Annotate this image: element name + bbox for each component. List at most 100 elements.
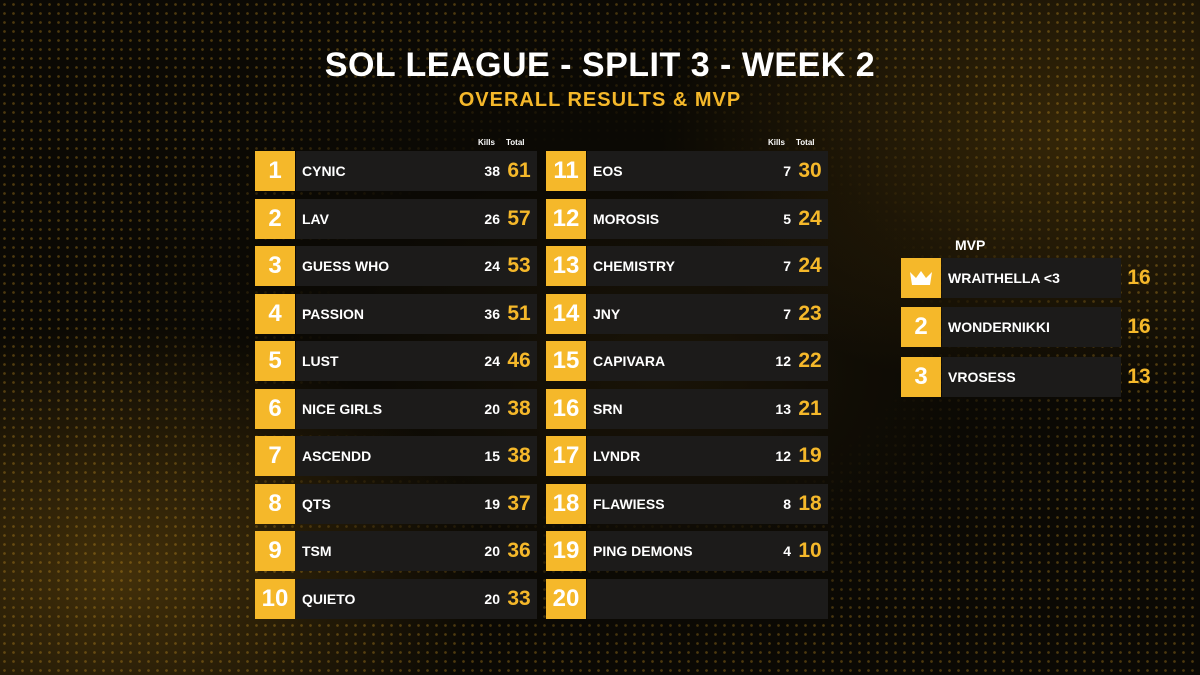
team-kills: 20 — [484, 590, 500, 607]
team-name: ASCENDD — [302, 448, 372, 464]
mvp-row: 2 WONDERNIKKI 16 — [901, 307, 1151, 347]
row-bar: GUESS WHO 24 53 — [296, 246, 537, 286]
team-name: PASSION — [302, 305, 364, 322]
team-name: EOS — [593, 163, 623, 179]
standings-row: 14 JNY 7 23 — [546, 293, 828, 334]
standings-row: 17 LVNDR 12 19 — [546, 436, 828, 476]
rank-badge: 3 — [255, 246, 295, 286]
team-kills: 26 — [484, 210, 500, 227]
row-bar: PASSION 36 51 — [296, 293, 537, 334]
total-header-left: Total — [506, 138, 525, 147]
team-total: 38 — [507, 444, 531, 467]
mvp-bar: WONDERNIKKI 16 — [942, 307, 1151, 347]
mvp-player-name: WRAITHELLA <3 — [948, 270, 1060, 286]
team-total: 24 — [798, 254, 822, 277]
row-bar — [587, 578, 828, 619]
standings-row: 12 MOROSIS 5 24 — [546, 198, 828, 239]
row-bar: CAPIVARA 12 22 — [587, 341, 828, 381]
mvp-rank: 3 — [901, 357, 941, 397]
team-kills: 4 — [783, 543, 791, 559]
standings-row: 20 — [546, 578, 828, 619]
team-total: 21 — [798, 396, 822, 420]
row-bar: QTS 19 37 — [296, 483, 537, 524]
team-name: LVNDR — [593, 448, 641, 464]
row-bar: LVNDR 12 19 — [587, 436, 828, 476]
team-kills: 15 — [484, 448, 500, 464]
team-kills: 7 — [783, 305, 791, 322]
standings-row: 9 TSM 20 36 — [255, 531, 537, 571]
kills-header-right: Kills — [768, 138, 785, 147]
team-kills: 19 — [484, 495, 500, 512]
team-kills: 20 — [484, 543, 500, 559]
team-total: 46 — [507, 349, 531, 372]
standings-row: 10 QUIETO 20 33 — [255, 578, 537, 619]
team-kills: 36 — [484, 305, 500, 322]
team-total: 38 — [507, 396, 531, 420]
mvp-row: 3 VROSESS 13 — [901, 357, 1151, 397]
row-bar: CHEMISTRY 7 24 — [587, 246, 828, 286]
row-bar: PING DEMONS 4 10 — [587, 531, 828, 571]
standings-row: 18 FLAWIESS 8 18 — [546, 483, 828, 524]
team-total: 61 — [507, 159, 531, 182]
row-bar: QUIETO 20 33 — [296, 578, 537, 619]
rank-badge: 12 — [546, 198, 586, 239]
team-name: CAPIVARA — [593, 353, 666, 369]
team-kills: 13 — [775, 400, 791, 417]
rank-badge: 17 — [546, 436, 586, 476]
rank-badge: 16 — [546, 388, 586, 429]
team-kills: 38 — [484, 163, 500, 179]
row-bar: ASCENDD 15 38 — [296, 436, 537, 476]
team-total: 36 — [507, 539, 531, 562]
team-total: 33 — [507, 586, 531, 610]
team-kills: 24 — [484, 353, 500, 369]
mvp-bar: VROSESS 13 — [942, 357, 1151, 397]
rank-badge: 5 — [255, 341, 295, 381]
rank-badge: 11 — [546, 151, 586, 191]
team-kills: 8 — [783, 495, 791, 512]
rank-badge: 19 — [546, 531, 586, 571]
team-kills: 7 — [783, 163, 791, 179]
team-name: LUST — [302, 353, 339, 369]
rank-badge: 9 — [255, 531, 295, 571]
total-header-right: Total — [796, 138, 815, 147]
row-bar: FLAWIESS 8 18 — [587, 483, 828, 524]
team-total: 51 — [507, 301, 531, 325]
team-total: 53 — [507, 254, 531, 277]
team-kills: 7 — [783, 258, 791, 274]
team-name: PING DEMONS — [593, 543, 693, 559]
rank-badge: 2 — [255, 198, 295, 239]
team-total: 18 — [798, 491, 822, 515]
standings-row: 13 CHEMISTRY 7 24 — [546, 246, 828, 286]
row-bar: CYNIC 38 61 — [296, 151, 537, 191]
team-name: JNY — [593, 305, 621, 322]
row-bar: LAV 26 57 — [296, 198, 537, 239]
team-total: 57 — [507, 206, 531, 230]
standings-row: 4 PASSION 36 51 — [255, 293, 537, 334]
team-name: NICE GIRLS — [302, 400, 383, 417]
rank-badge: 20 — [546, 578, 586, 619]
mvp-row: WRAITHELLA <3 16 — [901, 258, 1151, 298]
mvp-bar: WRAITHELLA <3 16 — [942, 258, 1151, 298]
row-bar: LUST 24 46 — [296, 341, 537, 381]
rank-badge: 18 — [546, 483, 586, 524]
team-name: GUESS WHO — [302, 258, 390, 274]
rank-badge: 1 — [255, 151, 295, 191]
row-bar: EOS 7 30 — [587, 151, 828, 191]
team-kills: 12 — [775, 448, 791, 464]
row-bar: TSM 20 36 — [296, 531, 537, 571]
standings-row: 7 ASCENDD 15 38 — [255, 436, 537, 476]
standings-row: 19 PING DEMONS 4 10 — [546, 531, 828, 571]
rank-badge: 14 — [546, 293, 586, 334]
team-name: FLAWIESS — [593, 495, 665, 512]
team-total: 22 — [798, 349, 822, 372]
team-total: 10 — [798, 539, 822, 562]
row-bar: SRN 13 21 — [587, 388, 828, 429]
kills-header-left: Kills — [478, 138, 495, 147]
team-total: 19 — [798, 444, 822, 467]
page-title: SOL LEAGUE - SPLIT 3 - WEEK 2 — [324, 46, 876, 84]
team-name: MOROSIS — [593, 210, 660, 227]
rank-badge: 6 — [255, 388, 295, 429]
team-name: TSM — [302, 543, 332, 559]
team-name: SRN — [593, 400, 623, 417]
standings-row: 8 QTS 19 37 — [255, 483, 537, 524]
